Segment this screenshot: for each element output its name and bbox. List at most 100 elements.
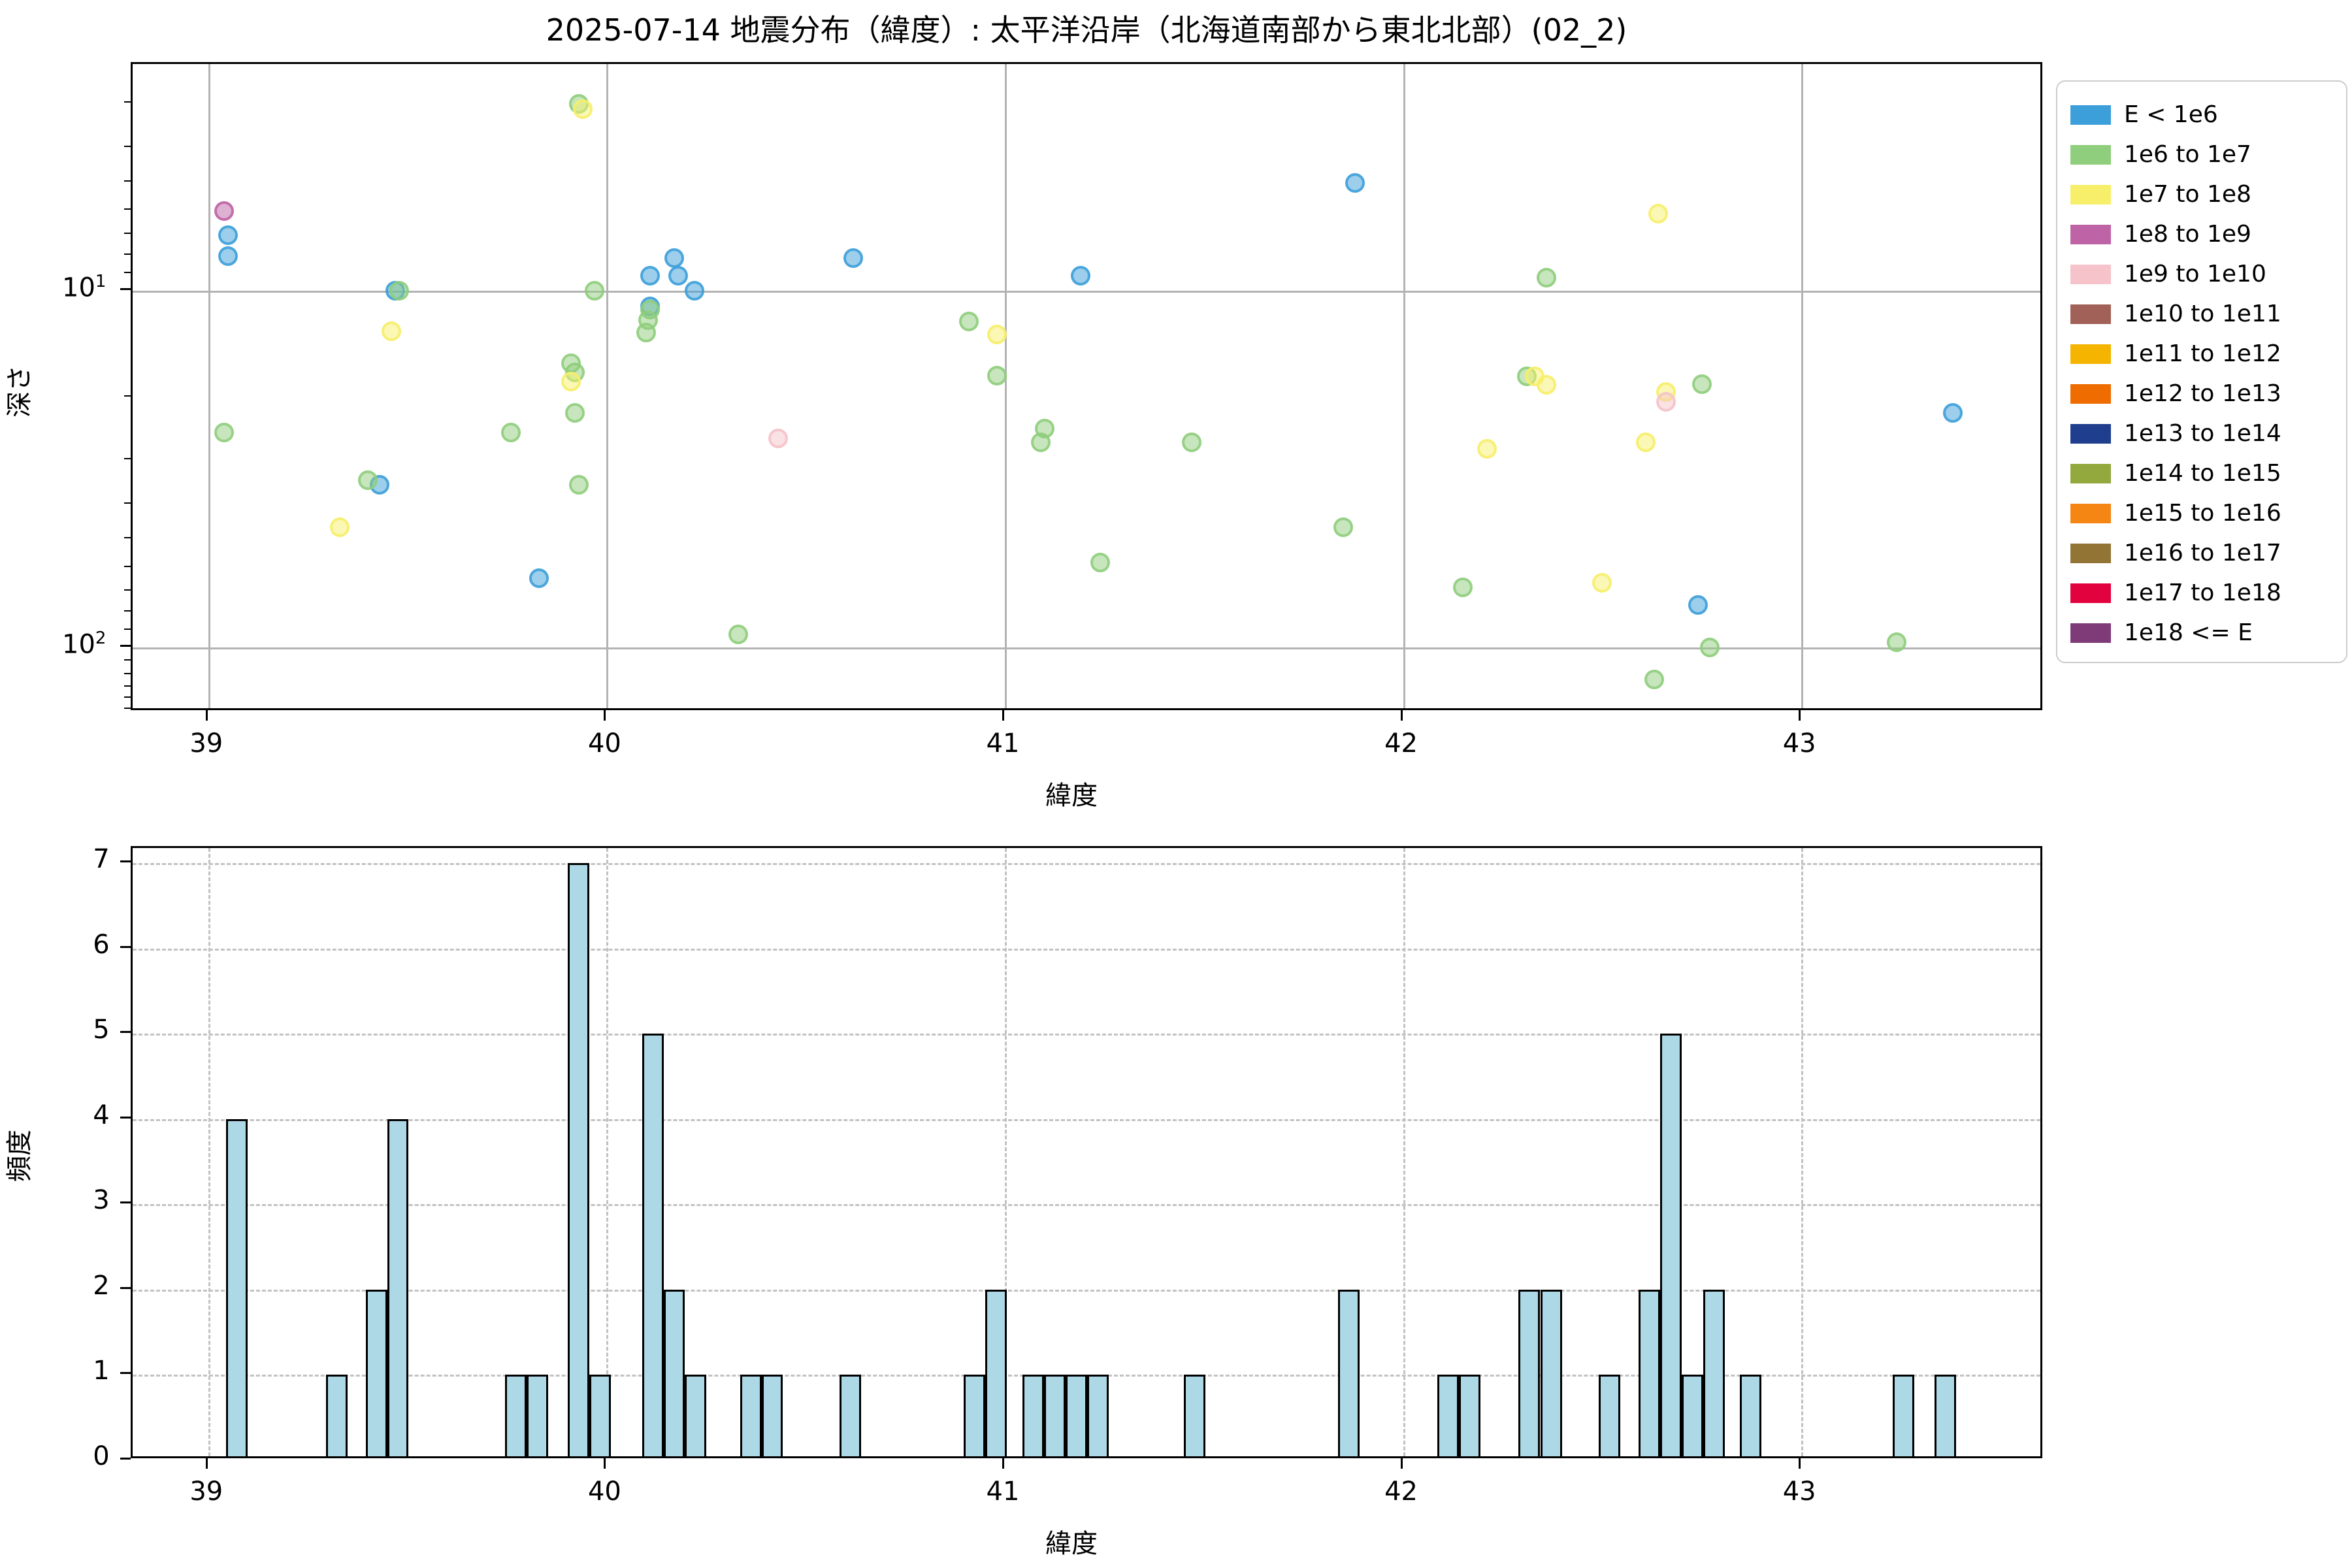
y-minor-tick: [124, 232, 131, 234]
legend-label: 1e18 <= E: [2124, 619, 2253, 646]
scatter-point: [357, 470, 378, 490]
y-minor-tick: [124, 180, 131, 182]
x-major-tick: [604, 1458, 606, 1469]
histogram-bar: [1184, 1375, 1206, 1458]
histogram-bar: [1087, 1375, 1109, 1458]
histogram-bar: [1682, 1375, 1704, 1458]
scatter-point: [218, 225, 238, 245]
scatter-point: [987, 325, 1007, 345]
scatter-point: [1699, 637, 1720, 657]
histogram-bar: [526, 1375, 548, 1458]
scatter-point: [1090, 553, 1111, 573]
histogram-bar: [568, 863, 590, 1458]
y-major-tick: [120, 860, 131, 863]
legend-swatch: [2070, 543, 2111, 563]
scatter-point: [218, 246, 238, 266]
legend-label: 1e11 to 1e12: [2124, 340, 2281, 367]
y-major-tick: [120, 644, 131, 647]
legend-swatch: [2070, 623, 2111, 643]
histogram-bar: [663, 1289, 685, 1458]
x-tick-label: 43: [1782, 1477, 1816, 1507]
y-tick-label: 5: [93, 1015, 110, 1045]
top-y-axis-label: 深さ: [5, 365, 35, 417]
histogram-bar: [226, 1119, 248, 1458]
legend-label: 1e8 to 1e9: [2124, 221, 2251, 248]
x-gridline: [1403, 848, 1405, 1456]
y-gridline: [133, 647, 2040, 649]
x-tick-label: 41: [986, 1477, 1020, 1507]
x-tick-label: 43: [1782, 728, 1816, 759]
histogram-bar: [1518, 1289, 1541, 1458]
legend-item: 1e18 <= E: [2057, 613, 2346, 653]
y-minor-tick: [124, 707, 131, 709]
y-gridline: [133, 1034, 2040, 1036]
y-minor-tick: [124, 610, 131, 612]
legend-swatch: [2070, 144, 2111, 165]
scatter-point: [1070, 266, 1090, 286]
x-tick-label: 42: [1384, 728, 1418, 759]
legend-item: 1e14 to 1e15: [2057, 453, 2346, 493]
legend-item: 1e13 to 1e14: [2057, 414, 2346, 453]
y-tick-label: 101: [62, 271, 106, 302]
scatter-point: [501, 422, 521, 442]
x-major-tick: [604, 710, 606, 721]
histogram-bar: [1703, 1289, 1725, 1458]
scatter-point: [561, 371, 581, 391]
scatter-point: [529, 568, 549, 588]
x-major-tick: [1799, 1458, 1801, 1469]
scatter-point: [1942, 402, 1963, 423]
legend-swatch: [2070, 184, 2111, 204]
x-gridline: [1403, 64, 1405, 708]
histogram-bar: [761, 1375, 783, 1458]
legend-label: 1e15 to 1e16: [2124, 500, 2281, 527]
scatter-point: [959, 311, 979, 331]
x-major-tick: [1400, 710, 1403, 721]
histogram-bar: [1740, 1375, 1762, 1458]
scatter-point: [640, 266, 661, 286]
legend-label: 1e16 to 1e17: [2124, 540, 2281, 566]
legend-label: 1e10 to 1e11: [2124, 301, 2281, 327]
y-major-tick: [120, 1372, 131, 1375]
x-tick-label: 40: [587, 1477, 621, 1507]
scatter-point: [1656, 391, 1676, 412]
scatter-point: [843, 248, 864, 268]
y-gridline: [133, 1119, 2040, 1121]
scatter-point: [564, 402, 585, 423]
histogram-bar: [1044, 1375, 1066, 1458]
scatter-point: [1477, 439, 1497, 459]
y-tick-label: 7: [93, 844, 110, 875]
y-minor-tick: [124, 589, 131, 591]
y-tick-label: 4: [93, 1100, 110, 1130]
histogram-plot-area: [131, 846, 2042, 1458]
scatter-point: [664, 248, 685, 268]
y-tick-label: 2: [93, 1270, 110, 1301]
legend-label: 1e9 to 1e10: [2124, 261, 2266, 287]
y-minor-tick: [124, 672, 131, 674]
scatter-point: [768, 429, 788, 449]
histogram-bar: [642, 1034, 664, 1458]
legend-label: 1e7 to 1e8: [2124, 181, 2251, 208]
scatter-point: [1333, 517, 1354, 537]
y-minor-tick: [124, 395, 131, 397]
x-gridline: [208, 64, 210, 708]
legend-swatch: [2070, 583, 2111, 603]
x-tick-label: 40: [587, 728, 621, 759]
legend-item: 1e17 to 1e18: [2057, 573, 2346, 613]
histogram-bar: [589, 1375, 612, 1458]
legend: E < 1e6 1e6 to 1e7 1e7 to 1e8 1e8 to 1e9 1e9…: [2056, 80, 2347, 663]
legend-label: 1e12 to 1e13: [2124, 380, 2281, 407]
legend-item: E < 1e6: [2057, 95, 2346, 135]
scatter-point: [214, 201, 235, 221]
chart-title: 2025-07-14 地震分布（緯度）: 太平洋沿岸（北海道南部から東北北部）(…: [546, 12, 1627, 48]
scatter-point: [1644, 669, 1664, 689]
top-x-axis-label: 緯度: [1045, 781, 1098, 811]
y-major-tick: [120, 1116, 131, 1119]
scatter-point: [572, 99, 593, 119]
legend-item: 1e8 to 1e9: [2057, 214, 2346, 254]
scatter-point: [1182, 433, 1202, 453]
scatter-point: [568, 474, 589, 495]
legend-item: 1e15 to 1e16: [2057, 493, 2346, 533]
histogram-bar: [1599, 1375, 1621, 1458]
legend-item: 1e10 to 1e11: [2057, 294, 2346, 334]
